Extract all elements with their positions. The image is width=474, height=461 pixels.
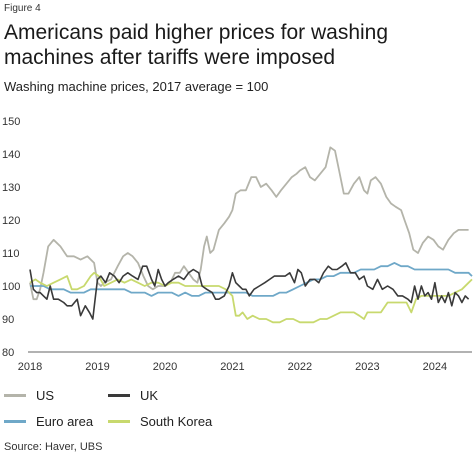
legend-label-uk: UK <box>140 387 159 403</box>
series-line-uk <box>29 262 470 320</box>
series-lines <box>29 146 473 324</box>
x-tick-label: 2024 <box>423 361 447 373</box>
legend-item-us: US <box>4 386 54 404</box>
x-axis-tick-labels: 2018 2019 2020 2021 2022 2023 2024 <box>18 361 447 373</box>
legend-item-euro-area: Euro area <box>4 412 93 430</box>
legend: US UK Euro area South Korea <box>4 386 304 436</box>
chart-subtitle: Washing machine prices, 2017 average = 1… <box>4 79 269 94</box>
series-line-us <box>29 146 469 301</box>
x-tick-label: 2021 <box>220 361 244 373</box>
y-tick-label: 150 <box>2 116 20 128</box>
series-line-south-korea <box>29 271 473 324</box>
y-tick-label: 130 <box>2 182 20 194</box>
y-tick-label: 120 <box>2 215 20 227</box>
chart-title: Americans paid higher prices for washing… <box>4 21 389 69</box>
legend-label-us: US <box>36 387 55 403</box>
legend-swatch-south-korea <box>108 419 130 423</box>
y-axis-tick-labels: 80 90 100 110 120 130 140 150 <box>2 116 20 359</box>
x-tick-label: 2019 <box>85 361 109 373</box>
y-tick-label: 80 <box>2 347 14 359</box>
x-tick-label: 2020 <box>153 361 177 373</box>
y-tick-label: 100 <box>2 281 20 293</box>
legend-label-euro-area: Euro area <box>36 413 94 429</box>
legend-item-uk: UK <box>108 386 158 404</box>
series-line-euro-area <box>30 262 473 297</box>
source-note: Source: Haver, UBS <box>4 441 103 453</box>
x-tick-label: 2023 <box>355 361 379 373</box>
x-tick-label: 2022 <box>288 361 312 373</box>
y-tick-label: 90 <box>2 314 14 326</box>
legend-swatch-uk <box>108 393 130 397</box>
x-tick-label: 2018 <box>18 361 42 373</box>
figure-label: Figure 4 <box>4 3 41 14</box>
legend-item-south-korea: South Korea <box>108 412 212 430</box>
legend-swatch-euro-area <box>4 419 26 423</box>
legend-swatch-us <box>4 393 26 397</box>
y-tick-label: 110 <box>2 248 20 260</box>
legend-label-south-korea: South Korea <box>140 413 213 429</box>
y-tick-label: 140 <box>2 149 20 161</box>
